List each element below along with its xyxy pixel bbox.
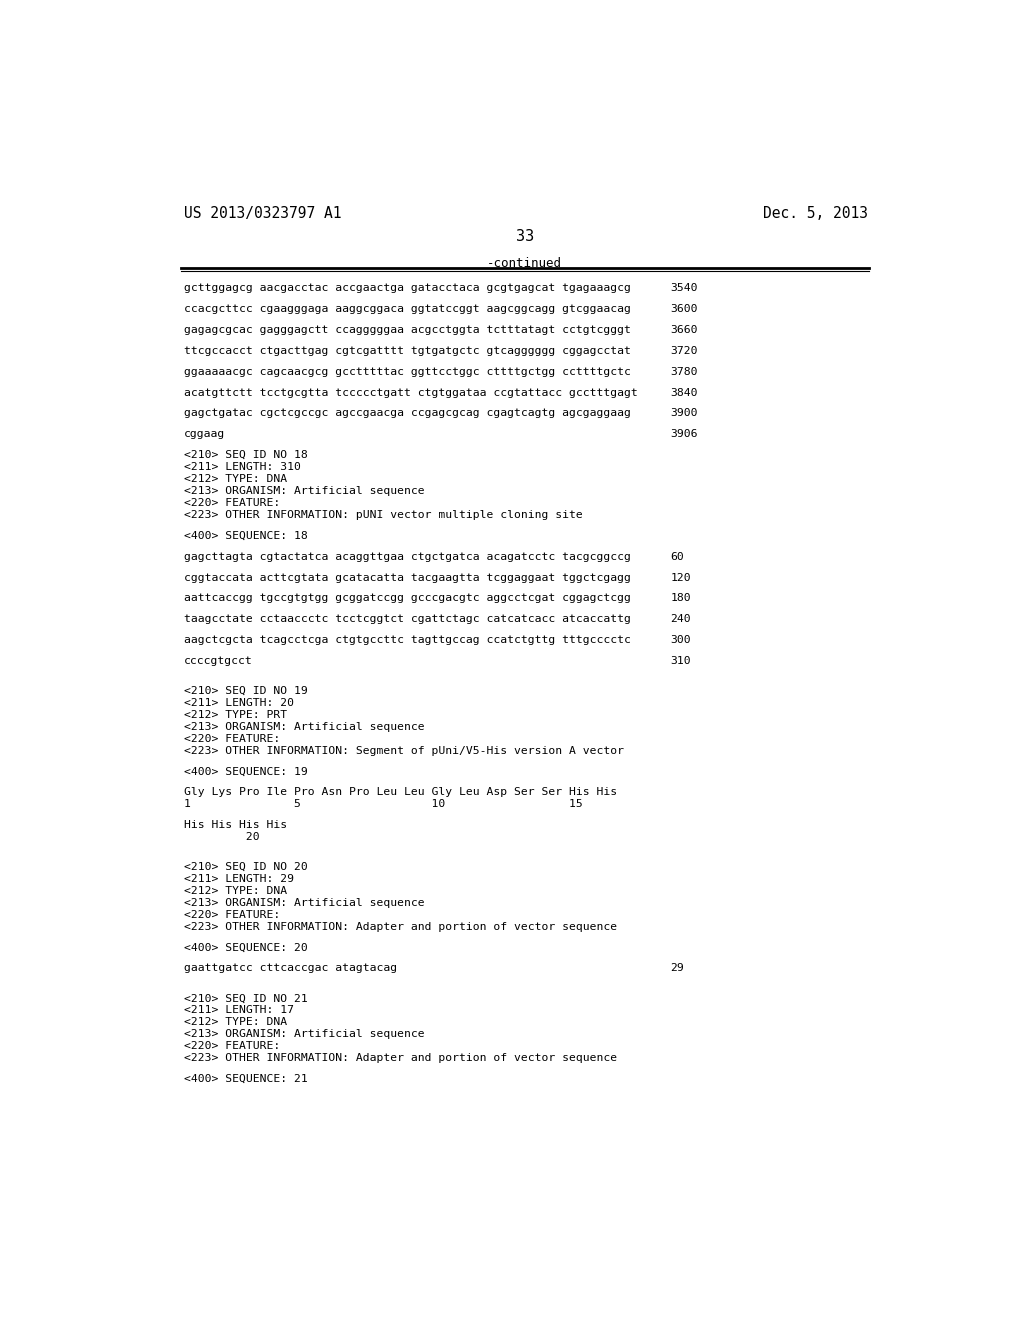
Text: <223> OTHER INFORMATION: Adapter and portion of vector sequence: <223> OTHER INFORMATION: Adapter and por…	[183, 921, 616, 932]
Text: gcttggagcg aacgacctac accgaactga gatacctaca gcgtgagcat tgagaaagcg: gcttggagcg aacgacctac accgaactga gatacct…	[183, 284, 631, 293]
Text: <223> OTHER INFORMATION: Segment of pUni/V5-His version A vector: <223> OTHER INFORMATION: Segment of pUni…	[183, 746, 624, 755]
Text: 3906: 3906	[671, 429, 698, 440]
Text: 310: 310	[671, 656, 691, 667]
Text: 20: 20	[183, 832, 259, 842]
Text: <220> FEATURE:: <220> FEATURE:	[183, 498, 280, 508]
Text: 180: 180	[671, 594, 691, 603]
Text: 33: 33	[516, 230, 534, 244]
Text: 3660: 3660	[671, 325, 698, 335]
Text: 3840: 3840	[671, 388, 698, 397]
Text: 3780: 3780	[671, 367, 698, 376]
Text: <223> OTHER INFORMATION: Adapter and portion of vector sequence: <223> OTHER INFORMATION: Adapter and por…	[183, 1053, 616, 1063]
Text: 60: 60	[671, 552, 684, 562]
Text: 240: 240	[671, 614, 691, 624]
Text: <211> LENGTH: 20: <211> LENGTH: 20	[183, 698, 294, 708]
Text: gaattgatcc cttcaccgac atagtacag: gaattgatcc cttcaccgac atagtacag	[183, 964, 397, 973]
Text: <213> ORGANISM: Artificial sequence: <213> ORGANISM: Artificial sequence	[183, 898, 424, 908]
Text: <400> SEQUENCE: 19: <400> SEQUENCE: 19	[183, 767, 307, 776]
Text: <212> TYPE: DNA: <212> TYPE: DNA	[183, 1018, 287, 1027]
Text: <210> SEQ ID NO 21: <210> SEQ ID NO 21	[183, 993, 307, 1003]
Text: <212> TYPE: DNA: <212> TYPE: DNA	[183, 474, 287, 484]
Text: <400> SEQUENCE: 21: <400> SEQUENCE: 21	[183, 1074, 307, 1084]
Text: 3900: 3900	[671, 408, 698, 418]
Text: <210> SEQ ID NO 20: <210> SEQ ID NO 20	[183, 862, 307, 873]
Text: 300: 300	[671, 635, 691, 645]
Text: 3720: 3720	[671, 346, 698, 356]
Text: gagcttagta cgtactatca acaggttgaa ctgctgatca acagatcctc tacgcggccg: gagcttagta cgtactatca acaggttgaa ctgctga…	[183, 552, 631, 562]
Text: <220> FEATURE:: <220> FEATURE:	[183, 734, 280, 743]
Text: ggaaaaacgc cagcaacgcg gcctttttac ggttcctggc cttttgctgg ccttttgctc: ggaaaaacgc cagcaacgcg gcctttttac ggttcct…	[183, 367, 631, 376]
Text: US 2013/0323797 A1: US 2013/0323797 A1	[183, 206, 341, 222]
Text: Dec. 5, 2013: Dec. 5, 2013	[763, 206, 868, 222]
Text: <210> SEQ ID NO 19: <210> SEQ ID NO 19	[183, 686, 307, 696]
Text: <213> ORGANISM: Artificial sequence: <213> ORGANISM: Artificial sequence	[183, 722, 424, 731]
Text: acatgttctt tcctgcgtta tccccctgatt ctgtggataa ccgtattacc gcctttgagt: acatgttctt tcctgcgtta tccccctgatt ctgtgg…	[183, 388, 638, 397]
Text: <213> ORGANISM: Artificial sequence: <213> ORGANISM: Artificial sequence	[183, 1030, 424, 1039]
Text: -continued: -continued	[487, 257, 562, 271]
Text: 1               5                   10                  15: 1 5 10 15	[183, 800, 583, 809]
Text: <211> LENGTH: 310: <211> LENGTH: 310	[183, 462, 301, 473]
Text: cggtaccata acttcgtata gcatacatta tacgaagtta tcggaggaat tggctcgagg: cggtaccata acttcgtata gcatacatta tacgaag…	[183, 573, 631, 582]
Text: <220> FEATURE:: <220> FEATURE:	[183, 909, 280, 920]
Text: His His His His: His His His His	[183, 820, 287, 830]
Text: <223> OTHER INFORMATION: pUNI vector multiple cloning site: <223> OTHER INFORMATION: pUNI vector mul…	[183, 510, 583, 520]
Text: 29: 29	[671, 964, 684, 973]
Text: <211> LENGTH: 29: <211> LENGTH: 29	[183, 874, 294, 884]
Text: 120: 120	[671, 573, 691, 582]
Text: <400> SEQUENCE: 20: <400> SEQUENCE: 20	[183, 942, 307, 953]
Text: gagagcgcac gagggagctt ccagggggaa acgcctggta tctttatagt cctgtcgggt: gagagcgcac gagggagctt ccagggggaa acgcctg…	[183, 325, 631, 335]
Text: ccacgcttcc cgaagggaga aaggcggaca ggtatccggt aagcggcagg gtcggaacag: ccacgcttcc cgaagggaga aaggcggaca ggtatcc…	[183, 304, 631, 314]
Text: <220> FEATURE:: <220> FEATURE:	[183, 1041, 280, 1051]
Text: cggaag: cggaag	[183, 429, 225, 440]
Text: <212> TYPE: DNA: <212> TYPE: DNA	[183, 886, 287, 896]
Text: ttcgccacct ctgacttgag cgtcgatttt tgtgatgctc gtcagggggg cggagcctat: ttcgccacct ctgacttgag cgtcgatttt tgtgatg…	[183, 346, 631, 356]
Text: aattcaccgg tgccgtgtgg gcggatccgg gcccgacgtc aggcctcgat cggagctcgg: aattcaccgg tgccgtgtgg gcggatccgg gcccgac…	[183, 594, 631, 603]
Text: aagctcgcta tcagcctcga ctgtgccttc tagttgccag ccatctgttg tttgcccctc: aagctcgcta tcagcctcga ctgtgccttc tagttgc…	[183, 635, 631, 645]
Text: <210> SEQ ID NO 18: <210> SEQ ID NO 18	[183, 450, 307, 461]
Text: taagcctate cctaaccctc tcctcggtct cgattctagc catcatcacc atcaccattg: taagcctate cctaaccctc tcctcggtct cgattct…	[183, 614, 631, 624]
Text: <212> TYPE: PRT: <212> TYPE: PRT	[183, 710, 287, 719]
Text: gagctgatac cgctcgccgc agccgaacga ccgagcgcag cgagtcagtg agcgaggaag: gagctgatac cgctcgccgc agccgaacga ccgagcg…	[183, 408, 631, 418]
Text: ccccgtgcct: ccccgtgcct	[183, 656, 253, 667]
Text: <213> ORGANISM: Artificial sequence: <213> ORGANISM: Artificial sequence	[183, 486, 424, 496]
Text: Gly Lys Pro Ile Pro Asn Pro Leu Leu Gly Leu Asp Ser Ser His His: Gly Lys Pro Ile Pro Asn Pro Leu Leu Gly …	[183, 788, 616, 797]
Text: <400> SEQUENCE: 18: <400> SEQUENCE: 18	[183, 531, 307, 541]
Text: <211> LENGTH: 17: <211> LENGTH: 17	[183, 1006, 294, 1015]
Text: 3600: 3600	[671, 304, 698, 314]
Text: 3540: 3540	[671, 284, 698, 293]
